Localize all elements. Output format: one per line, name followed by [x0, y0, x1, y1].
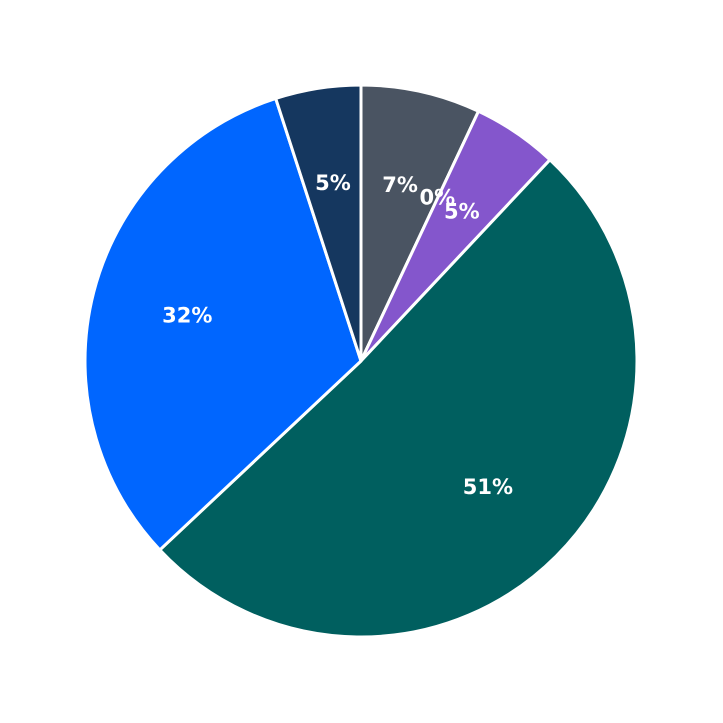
slice-label: 5%	[315, 171, 351, 195]
pie-slice	[359, 83, 481, 363]
slice-label: 32%	[162, 303, 212, 327]
slice-label: 0%	[420, 186, 456, 210]
slice-label: 51%	[463, 475, 513, 499]
pie-slice	[83, 97, 363, 552]
pie-slice	[274, 83, 363, 363]
slice-label: 5%	[444, 200, 480, 224]
pie-slice	[158, 158, 639, 639]
slice-label: 7%	[382, 173, 418, 197]
